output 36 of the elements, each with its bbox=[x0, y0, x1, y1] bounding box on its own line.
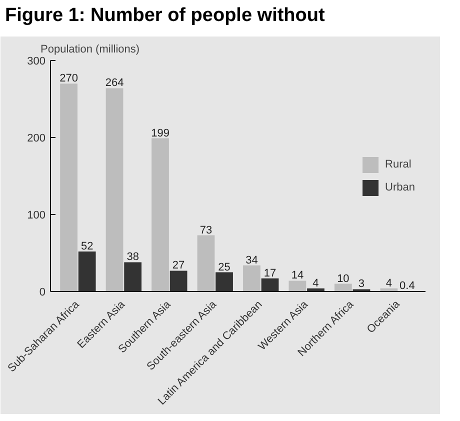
bar bbox=[334, 284, 352, 292]
y-tick-label: 200 bbox=[27, 132, 46, 144]
data-label: 34 bbox=[246, 254, 258, 266]
data-label: 52 bbox=[80, 240, 94, 252]
y-tick-label: 0 bbox=[39, 286, 46, 298]
legend-label: Urban bbox=[385, 181, 415, 193]
bar bbox=[106, 88, 124, 292]
data-label: 73 bbox=[200, 224, 212, 236]
bar bbox=[124, 262, 142, 292]
bar bbox=[60, 84, 78, 292]
y-axis-title: Population (millions) bbox=[40, 44, 140, 56]
data-label: 17 bbox=[264, 267, 276, 280]
data-label: 14 bbox=[291, 270, 304, 282]
bar bbox=[288, 280, 306, 292]
data-label: 199 bbox=[151, 127, 170, 140]
bar bbox=[261, 278, 279, 292]
y-tick-label: 100 bbox=[27, 210, 46, 222]
y-tick-label: 300 bbox=[27, 56, 46, 68]
data-label: 264 bbox=[105, 77, 124, 90]
chart-title: Figure 1: Number of people without bbox=[5, 5, 325, 27]
data-label: 3 bbox=[358, 278, 365, 290]
bar bbox=[78, 251, 96, 292]
data-label: 270 bbox=[60, 72, 78, 85]
bar bbox=[170, 270, 188, 292]
data-label: 10 bbox=[337, 272, 350, 285]
bar bbox=[216, 272, 233, 292]
data-label: 25 bbox=[218, 261, 230, 274]
bar bbox=[243, 265, 260, 292]
legend-label: Rural bbox=[385, 158, 412, 170]
data-label: 0.4 bbox=[400, 280, 415, 292]
bar bbox=[197, 235, 215, 292]
data-label: 4 bbox=[386, 277, 392, 290]
data-label: 27 bbox=[172, 260, 185, 272]
data-label: 4 bbox=[312, 277, 319, 290]
bar bbox=[152, 138, 169, 292]
data-label: 38 bbox=[126, 251, 139, 264]
